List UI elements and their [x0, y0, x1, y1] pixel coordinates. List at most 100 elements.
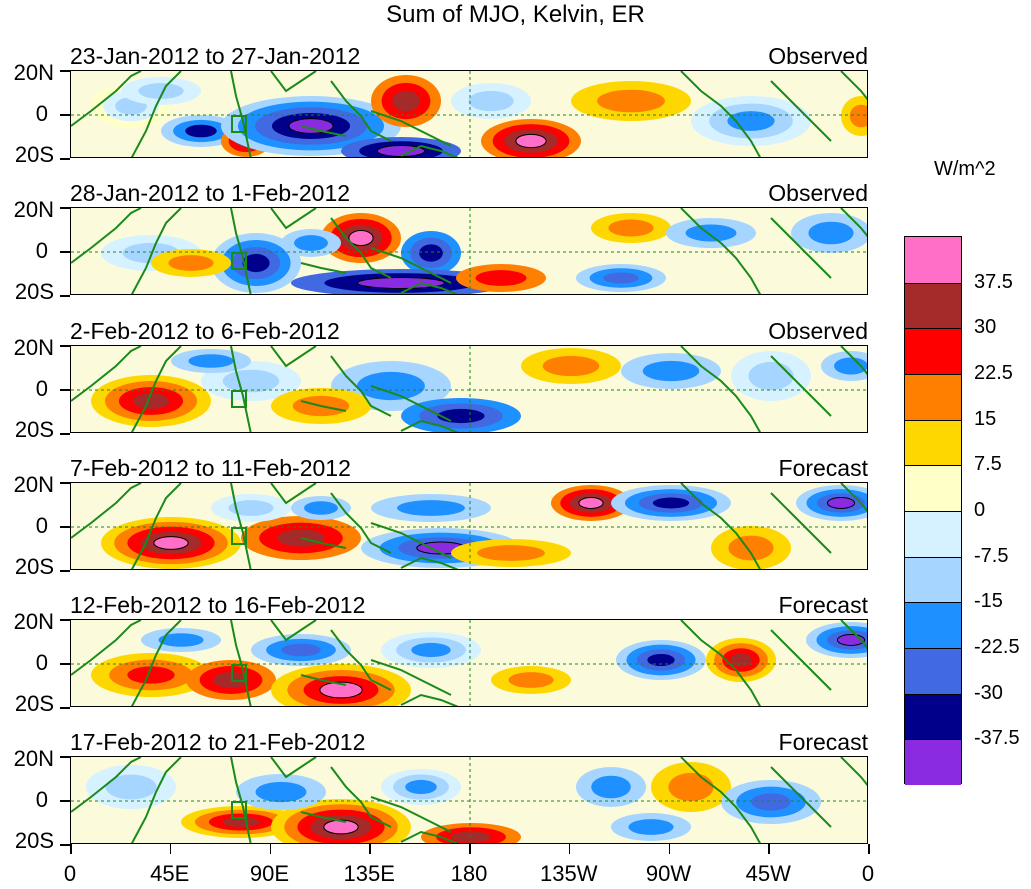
anomaly-map: [71, 208, 867, 294]
anomaly-contour: [451, 831, 491, 843]
coastline: [370, 247, 452, 284]
x-tick: [768, 844, 770, 854]
anomaly-contour: [348, 229, 374, 247]
map-panel: [70, 207, 868, 295]
region-box: [231, 252, 247, 270]
colorbar-segment: [905, 282, 961, 329]
coastline: [130, 71, 182, 157]
coastline: [770, 766, 832, 828]
anomaly-contour: [728, 535, 774, 561]
anomaly-map: [71, 620, 867, 706]
anomaly-contour: [608, 219, 654, 237]
colorbar-segment: [905, 739, 961, 785]
panel-date-range: 23-Jan-2012 to 27-Jan-2012: [70, 43, 361, 69]
coastline: [770, 629, 832, 691]
coastline: [770, 217, 832, 279]
colorbar-label: -30: [974, 681, 1003, 704]
map-panel: [70, 756, 868, 844]
colorbar-segment: [905, 648, 961, 694]
x-tick: [469, 844, 471, 854]
y-tick: [60, 345, 70, 347]
coastline: [130, 620, 182, 706]
region-box: [231, 801, 247, 819]
y-tick: [60, 844, 70, 846]
anomaly-contour: [685, 224, 737, 242]
anomaly-contour: [751, 793, 791, 811]
y-tick: [60, 70, 70, 72]
y-tick: [60, 251, 70, 253]
latitude-label: 0: [35, 513, 48, 538]
anomaly-contour: [105, 774, 157, 800]
coastline: [330, 217, 392, 279]
colorbar-units: W/m^2: [934, 158, 996, 180]
coastline: [330, 766, 392, 828]
coastline: [71, 620, 142, 676]
coastline: [840, 620, 867, 650]
anomaly-contour: [288, 118, 334, 134]
latitude-label: 20S: [14, 554, 54, 579]
anomaly-contour: [228, 500, 274, 516]
longitude-label: 135E: [343, 861, 395, 886]
panel-date-range: 28-Jan-2012 to 1-Feb-2012: [70, 180, 351, 206]
map-panel: [70, 70, 868, 158]
anomaly-contour: [168, 255, 214, 271]
anomaly-contour: [357, 276, 445, 290]
longitude-label: 90W: [645, 861, 692, 886]
anomaly-contour: [591, 775, 631, 799]
coastline: [130, 346, 182, 432]
anomaly-contour: [376, 144, 426, 157]
x-tick: [70, 844, 72, 854]
anomaly-contour: [597, 89, 665, 113]
map-panel: [70, 345, 868, 433]
coastline: [370, 522, 452, 559]
latitude-label: 20N: [13, 335, 54, 360]
latitude-label: 20S: [14, 279, 54, 304]
anomaly-contour: [185, 124, 217, 138]
coastline: [130, 757, 182, 843]
colorbar-segment: [905, 328, 961, 374]
panel-status: Observed: [768, 180, 868, 206]
y-tick: [60, 114, 70, 116]
panel-date-range: 7-Feb-2012 to 11-Feb-2012: [70, 455, 351, 481]
latitude-label: 20S: [14, 828, 54, 853]
panel-status: Forecast: [778, 729, 868, 755]
anomaly-contour: [834, 357, 867, 375]
latitude-label: 20N: [13, 197, 54, 222]
coastline: [770, 355, 832, 417]
latitude-label: 0: [35, 376, 48, 401]
coastline: [370, 659, 452, 696]
coastline: [400, 693, 459, 706]
coastline: [130, 208, 182, 294]
latitude-label: 20S: [14, 142, 54, 167]
anomaly-contour: [468, 90, 514, 112]
coastline: [230, 71, 252, 157]
latitude-label: 20N: [13, 60, 54, 85]
coastline: [71, 71, 142, 127]
panel-date-range: 17-Feb-2012 to 21-Feb-2012: [70, 729, 366, 755]
colorbar-segment: [905, 511, 961, 557]
coastline: [840, 483, 867, 513]
coastline: [680, 71, 762, 157]
y-tick: [60, 619, 70, 621]
coastline: [270, 346, 317, 368]
anomaly-contour: [849, 104, 867, 128]
anomaly-contour: [188, 354, 234, 368]
coastline: [680, 620, 762, 706]
anomaly-contour: [419, 244, 443, 262]
y-tick: [60, 570, 70, 572]
y-tick: [60, 207, 70, 209]
x-tick: [369, 844, 371, 854]
anomaly-contour: [628, 819, 674, 835]
panel-status: Observed: [768, 43, 868, 69]
anomaly-contour: [357, 371, 425, 401]
colorbar-label: 22.5: [974, 362, 1013, 384]
x-tick: [169, 844, 172, 854]
anomaly-contour: [323, 819, 359, 835]
colorbar-segment: [905, 465, 961, 511]
anomaly-contour: [281, 643, 321, 657]
longitude-label: 0: [861, 861, 875, 886]
colorbar-segment: [905, 556, 961, 603]
coastline: [400, 281, 459, 294]
latitude-label: 0: [35, 787, 48, 812]
coastline: [400, 419, 459, 432]
